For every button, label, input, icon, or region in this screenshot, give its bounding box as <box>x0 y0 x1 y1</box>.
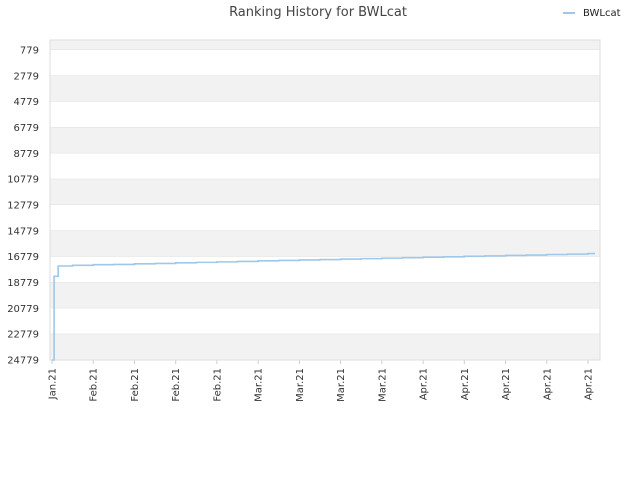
grid-band <box>50 282 600 309</box>
legend: BWLcat <box>563 8 621 19</box>
y-tick-label: 14779 <box>7 226 39 237</box>
x-tick-label: Feb.21 <box>89 368 100 402</box>
x-tick-label: Mar.21 <box>254 368 265 402</box>
grid-band <box>50 334 600 360</box>
x-axis-labels: Jan.21 Feb.21 Feb.21 Feb.21 Feb.21 Mar.21 Mar.… <box>48 360 595 402</box>
y-tick-label: 22779 <box>7 330 39 341</box>
grid-band <box>50 101 600 128</box>
x-tick-label: Mar.21 <box>377 368 388 402</box>
y-tick-label: 2779 <box>14 71 39 82</box>
grid-band <box>50 75 600 102</box>
grid-band <box>50 308 600 335</box>
grid-band <box>50 179 600 206</box>
x-tick-label: Apr.21 <box>584 368 595 400</box>
grid-band <box>50 230 600 257</box>
y-tick-label: 4779 <box>14 97 39 108</box>
x-tick-label: Feb.21 <box>130 368 141 402</box>
y-tick-label: 12779 <box>7 201 39 212</box>
chart-title: Ranking History for BWLcat <box>229 5 407 20</box>
x-tick-label: Feb.21 <box>212 368 223 402</box>
x-tick-label: Mar.21 <box>295 368 306 402</box>
y-tick-label: 779 <box>20 46 39 57</box>
y-tick-label: 6779 <box>14 123 39 134</box>
y-tick-label: 20779 <box>7 304 39 315</box>
grid-bands <box>50 40 600 361</box>
grid-band <box>50 40 600 51</box>
x-tick-label: Mar.21 <box>336 368 347 402</box>
y-tick-label: 16779 <box>7 252 39 263</box>
y-axis-labels: 779 2779 4779 6779 8779 10779 12779 14779 16779 1… <box>7 46 39 367</box>
x-tick-label: Apr.21 <box>419 368 430 400</box>
plot-frame <box>49 39 601 361</box>
legend-label: BWLcat <box>583 8 621 19</box>
y-tick-label: 24779 <box>7 356 39 367</box>
grid-band <box>50 256 600 283</box>
x-tick-label: Apr.21 <box>542 368 553 400</box>
x-tick-label: Apr.21 <box>460 368 471 400</box>
grid-band <box>50 50 600 76</box>
grid-band <box>50 153 600 180</box>
y-tick-label: 10779 <box>7 175 39 186</box>
grid-band <box>50 205 600 231</box>
series-line-bwlcat <box>52 252 595 361</box>
x-tick-label: Jan.21 <box>48 368 59 400</box>
y-tick-label: 18779 <box>7 278 39 289</box>
y-tick-label: 8779 <box>14 149 39 160</box>
x-tick-label: Apr.21 <box>501 368 512 400</box>
x-tick-label: Feb.21 <box>171 368 182 402</box>
grid-band <box>50 127 600 154</box>
